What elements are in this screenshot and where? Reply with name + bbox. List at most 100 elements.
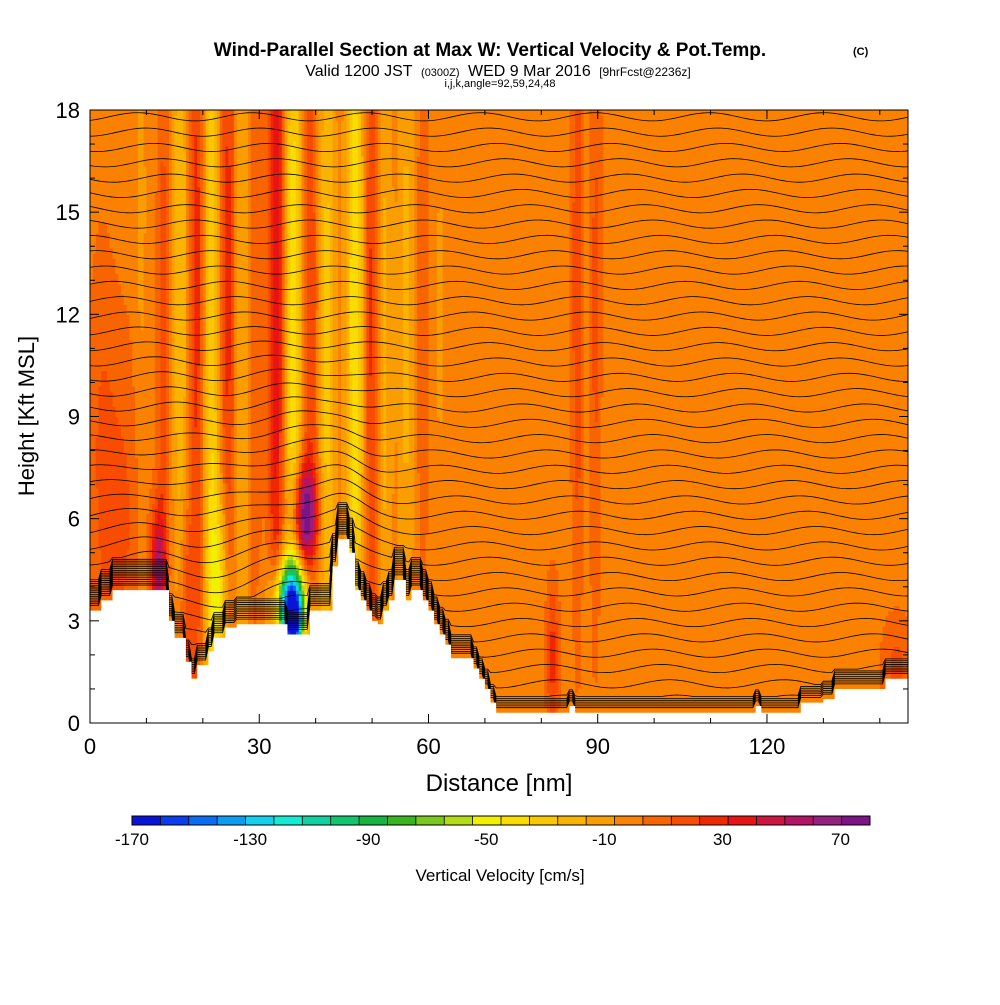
velocity-cell (831, 692, 836, 699)
velocity-cell (702, 702, 706, 709)
velocity-cell (671, 682, 675, 688)
velocity-cell (527, 707, 531, 714)
velocity-cell (603, 682, 607, 688)
velocity-cell (654, 707, 658, 714)
velocity-cell (735, 692, 740, 699)
velocity-cell (538, 682, 542, 688)
velocity-cell (521, 687, 525, 693)
velocity-cell (783, 702, 788, 709)
velocity-cell (775, 707, 779, 714)
velocity-cell (775, 692, 779, 699)
velocity-cell (741, 687, 745, 693)
velocity-cell (518, 687, 523, 693)
velocity-cell (592, 687, 596, 693)
velocity-cell (541, 692, 545, 699)
velocity-cell (538, 687, 542, 693)
velocity-cell (532, 702, 537, 709)
velocity-cell (764, 702, 768, 709)
velocity-cell (707, 687, 712, 693)
velocity-cell (769, 702, 774, 709)
velocity-cell (504, 707, 509, 714)
valid-line: Valid 1200 JST (0300Z) WED 9 Mar 2016 [9… (305, 63, 691, 80)
velocity-cell (724, 707, 729, 714)
velocity-cell (679, 687, 683, 693)
velocity-cell (645, 682, 650, 688)
velocity-cell (716, 692, 720, 699)
velocity-cell (496, 687, 500, 693)
velocity-cell (606, 687, 610, 693)
velocity-cell (673, 687, 678, 693)
velocity-cell (603, 692, 607, 699)
velocity-cell (685, 707, 689, 714)
velocity-cell (535, 707, 540, 714)
velocity-cell (795, 702, 799, 709)
velocity-cell (521, 707, 525, 714)
grid-indices: i,j,k,angle=92,59,24,48 (444, 78, 555, 90)
velocity-cell (640, 682, 644, 688)
velocity-cell (778, 692, 782, 699)
velocity-cell (772, 687, 777, 693)
velocity-cell (628, 687, 633, 693)
velocity-cell (507, 702, 511, 709)
velocity-cell (515, 687, 520, 693)
velocity-cell (518, 692, 523, 699)
velocity-cell (603, 702, 607, 709)
velocity-cell (510, 707, 514, 714)
velocity-cell (530, 682, 534, 688)
velocity-cell (642, 687, 647, 693)
velocity-cell (750, 687, 754, 693)
velocity-cell (555, 702, 559, 709)
velocity-cell (676, 687, 681, 693)
velocity-cell (645, 692, 650, 699)
velocity-cell (789, 702, 793, 709)
velocity-cell (555, 707, 559, 714)
velocity-cell (727, 707, 731, 714)
velocity-cell (781, 707, 785, 714)
velocity-cell (642, 702, 647, 709)
velocity-cell (699, 692, 703, 699)
velocity-cell (589, 692, 593, 699)
velocity-cell (721, 702, 726, 709)
velocity-cell (563, 702, 568, 709)
velocity-cell (656, 702, 661, 709)
velocity-cell (648, 687, 652, 693)
velocity-cell (668, 707, 672, 714)
velocity-cell (552, 682, 557, 688)
velocity-cell (499, 682, 503, 688)
velocity-cell (546, 702, 551, 709)
velocity-cell (575, 687, 579, 693)
velocity-cell (499, 707, 503, 714)
velocity-cell (631, 682, 635, 688)
velocity-cell (648, 702, 652, 709)
velocity-cell (549, 687, 554, 693)
velocity-cell (600, 702, 604, 709)
velocity-cell (637, 692, 641, 699)
velocity-cell (809, 697, 813, 704)
velocity-cell (521, 692, 525, 699)
velocity-cell (561, 702, 565, 709)
velocity-cell (620, 707, 624, 714)
velocity-cell (710, 687, 714, 693)
velocity-cell (764, 707, 768, 714)
velocity-cell (507, 692, 511, 699)
velocity-cell (792, 687, 796, 693)
velocity-cell (662, 707, 667, 714)
velocity-cell (504, 702, 509, 709)
velocity-cell (747, 687, 751, 693)
velocity-cell (651, 687, 655, 693)
velocity-cell (631, 702, 635, 709)
velocity-cell (719, 687, 723, 693)
velocity-cell (549, 682, 554, 688)
velocity-cell (814, 697, 819, 704)
velocity-cell (580, 682, 585, 688)
velocity-cell (496, 707, 500, 714)
velocity-cell (597, 707, 602, 714)
velocity-cell (623, 692, 627, 699)
velocity-cell (704, 687, 709, 693)
velocity-cell (665, 682, 669, 688)
velocity-cell (778, 702, 782, 709)
velocity-cell (637, 687, 641, 693)
velocity-cell (524, 702, 528, 709)
velocity-cell (592, 682, 596, 688)
velocity-cell (501, 707, 506, 714)
